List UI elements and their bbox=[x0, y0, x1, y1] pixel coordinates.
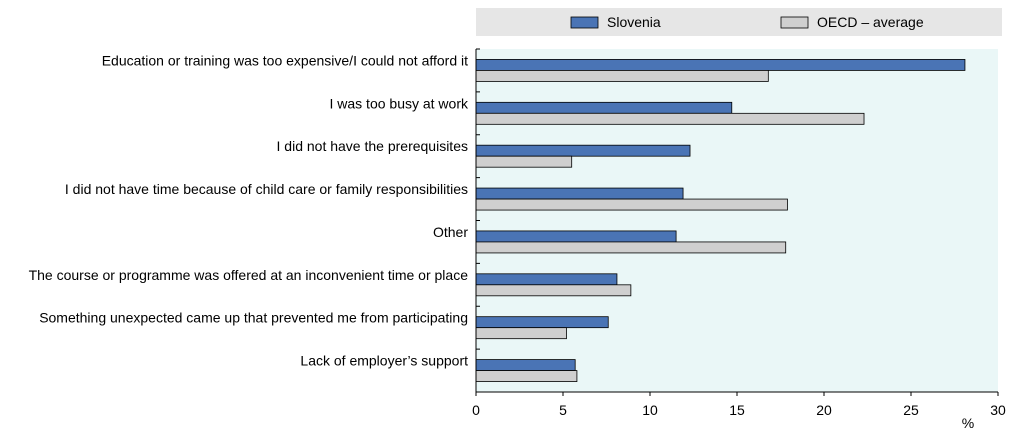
legend-swatch-0 bbox=[570, 16, 599, 29]
x-tick-label: 30 bbox=[990, 402, 1006, 418]
bar-1-2 bbox=[475, 155, 573, 168]
category-label: Education or training was too expensive/… bbox=[102, 52, 468, 68]
bar-1-5 bbox=[475, 284, 632, 297]
bar-0-2 bbox=[475, 144, 691, 157]
bar-1-6 bbox=[475, 327, 567, 340]
bar-0-7 bbox=[475, 359, 576, 371]
bar-1-4 bbox=[475, 241, 787, 254]
x-unit-label: % bbox=[962, 415, 974, 431]
x-tick-label: 25 bbox=[903, 402, 919, 418]
legend-box bbox=[476, 8, 1002, 36]
category-label: Something unexpected came up that preven… bbox=[39, 310, 468, 326]
category-labels: Education or training was too expensive/… bbox=[29, 52, 469, 368]
category-label: The course or programme was offered at a… bbox=[29, 267, 469, 283]
plot-area bbox=[476, 49, 998, 392]
x-tick-label: 20 bbox=[816, 402, 832, 418]
category-label: Lack of employer’s support bbox=[300, 353, 468, 369]
bar-1-7 bbox=[475, 370, 578, 382]
x-tick-label: 10 bbox=[642, 402, 658, 418]
category-label: I was too busy at work bbox=[329, 95, 469, 111]
bar-0-0 bbox=[475, 59, 966, 71]
legend-swatch-1 bbox=[780, 16, 809, 29]
x-tick-label: 5 bbox=[559, 402, 567, 418]
bar-0-6 bbox=[475, 316, 609, 329]
category-label: I did not have the prerequisites bbox=[277, 138, 468, 154]
category-label: Other bbox=[433, 224, 468, 240]
bar-0-3 bbox=[475, 187, 684, 200]
bar-1-3 bbox=[475, 198, 788, 211]
x-ticks: 0 5 10 15 20 25 30 bbox=[472, 392, 1006, 418]
bar-1-0 bbox=[475, 70, 769, 82]
bar-0-5 bbox=[475, 273, 618, 286]
bar-0-4 bbox=[475, 230, 677, 243]
legend: Slovenia OECD – average bbox=[570, 14, 924, 30]
legend-label-1: OECD – average bbox=[817, 14, 924, 30]
x-tick-label: 0 bbox=[472, 402, 480, 418]
bar-1-1 bbox=[475, 112, 865, 125]
category-label: I did not have time because of child car… bbox=[65, 181, 468, 197]
x-tick-label: 15 bbox=[729, 402, 745, 418]
bar-0-1 bbox=[475, 101, 733, 114]
legend-label-0: Slovenia bbox=[607, 14, 661, 30]
bars bbox=[475, 59, 966, 382]
